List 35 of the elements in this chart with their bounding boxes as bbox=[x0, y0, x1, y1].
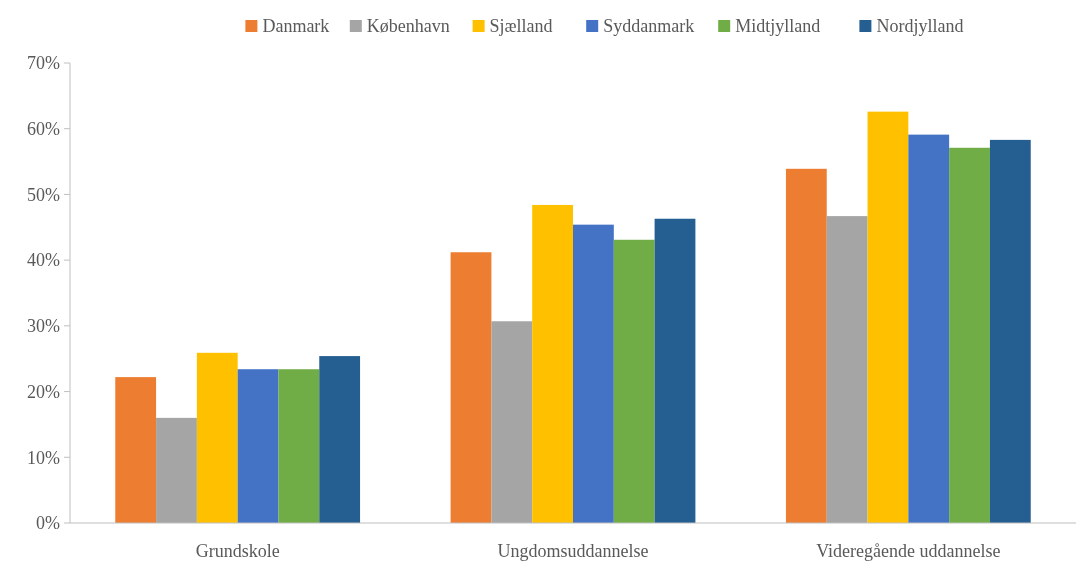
legend-label: Syddanmark bbox=[603, 16, 695, 37]
y-tick-label: 60% bbox=[27, 119, 60, 140]
legend-label: Danmark bbox=[262, 16, 330, 37]
y-tick-label: 70% bbox=[27, 53, 60, 74]
bar bbox=[949, 147, 990, 523]
legend-label: Nordjylland bbox=[876, 16, 964, 37]
bar bbox=[491, 321, 533, 523]
bar bbox=[989, 139, 1031, 523]
x-tick-label: Videregående uddannelse bbox=[816, 541, 1001, 561]
legend-label: Sjælland bbox=[489, 16, 553, 37]
bar bbox=[156, 417, 197, 523]
bar bbox=[196, 352, 238, 523]
bar bbox=[450, 252, 492, 523]
bar bbox=[237, 369, 279, 523]
x-tick-label: Ungdomsuddannelse bbox=[497, 541, 649, 561]
bar bbox=[826, 216, 868, 523]
y-tick-label: 20% bbox=[27, 381, 60, 402]
bar bbox=[654, 218, 696, 523]
bar bbox=[867, 111, 909, 523]
bar bbox=[532, 204, 573, 523]
legend-label: København bbox=[366, 16, 450, 37]
bar bbox=[908, 134, 950, 523]
bar bbox=[115, 377, 157, 523]
y-tick-label: 0% bbox=[36, 513, 60, 534]
x-tick-label: Grundskole bbox=[195, 541, 280, 561]
legend-label: Midtjylland bbox=[735, 16, 821, 37]
bar bbox=[573, 224, 614, 523]
bar bbox=[319, 356, 361, 523]
y-tick-label: 30% bbox=[27, 316, 60, 337]
bar bbox=[278, 369, 320, 523]
y-tick-label: 10% bbox=[27, 447, 60, 468]
y-tick-label: 40% bbox=[27, 250, 60, 271]
y-tick-label: 50% bbox=[27, 184, 60, 205]
bar bbox=[613, 239, 655, 523]
bar bbox=[785, 168, 827, 523]
